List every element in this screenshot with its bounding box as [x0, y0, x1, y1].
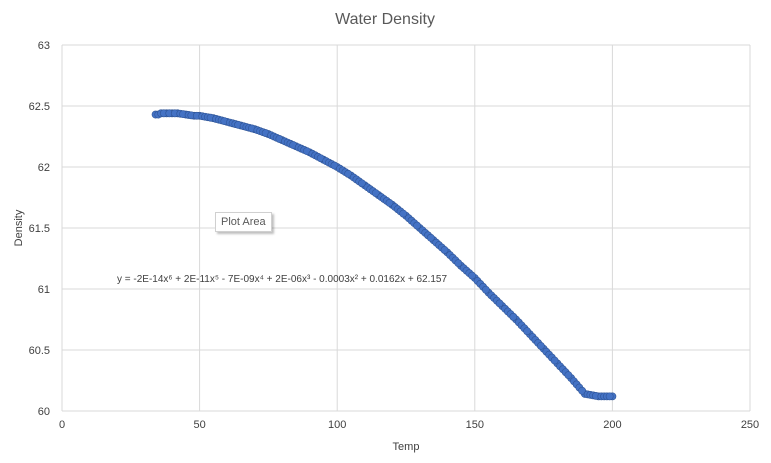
x-tick-label: 150 [466, 419, 484, 431]
x-tick-label: 250 [741, 419, 759, 431]
data-point [358, 179, 366, 188]
data-point [399, 209, 408, 218]
data-point [426, 233, 435, 242]
data-point [385, 198, 394, 207]
y-tick-label: 61 [38, 284, 50, 296]
y-tick-label: 62 [38, 162, 50, 174]
data-point [523, 327, 531, 336]
data-point [605, 392, 614, 401]
data-point [440, 246, 449, 254]
y-tick-label: 63 [38, 40, 50, 52]
plot-area-tooltip: Plot Area [215, 212, 272, 232]
trendline-equation: y = -2E-14x⁶ + 2E-11x⁵ - 7E-09x⁴ + 2E-06… [117, 274, 447, 285]
y-axis-title: Density [13, 209, 25, 246]
data-point [509, 312, 518, 321]
data-points [151, 109, 617, 401]
y-tick-label: 60 [38, 406, 50, 418]
data-point [481, 285, 490, 294]
y-tick-label: 61.5 [29, 223, 50, 235]
data-point [536, 341, 545, 350]
data-point [495, 299, 504, 308]
x-tick-label: 50 [193, 419, 205, 431]
x-tick-label: 100 [328, 419, 346, 431]
gridlines [61, 44, 751, 412]
x-axis-title: Temp [393, 441, 420, 453]
data-point [564, 371, 573, 380]
data-point [468, 271, 476, 280]
data-point [454, 259, 463, 268]
y-tick-label: 60.5 [29, 345, 50, 357]
data-point [413, 221, 421, 230]
data-point [578, 386, 587, 395]
data-point [344, 169, 353, 178]
data-point [550, 356, 559, 365]
y-tick-label: 62.5 [29, 101, 50, 113]
data-point [371, 189, 380, 198]
tick-labels: 0 50 100 150 200 250 60 60.5 61 61.5 62 62.5 63 [29, 40, 760, 431]
x-tick-label: 0 [59, 419, 65, 431]
chart-title: Water Density [335, 11, 435, 28]
x-tick-label: 200 [603, 419, 621, 431]
